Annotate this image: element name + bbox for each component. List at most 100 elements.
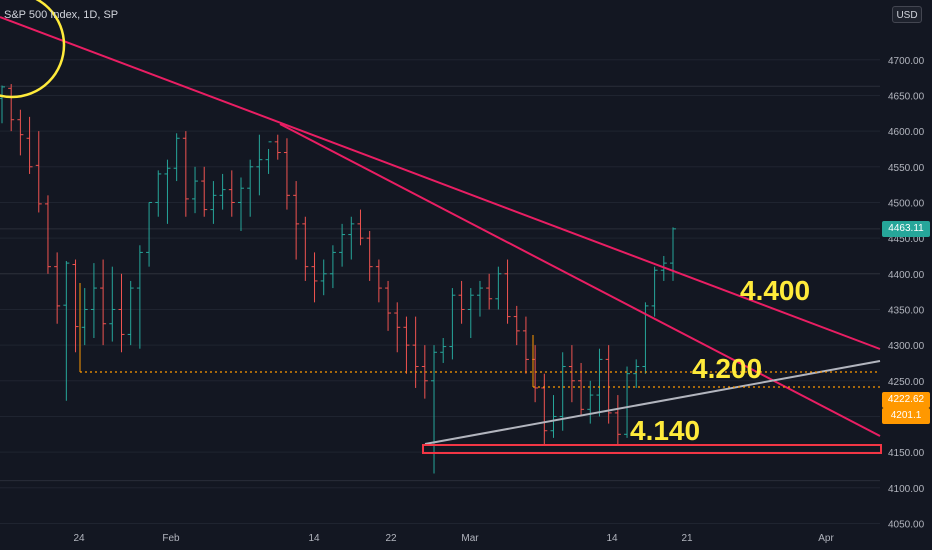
y-tick-label: 4550.00 (888, 163, 925, 174)
ohlc-bar (651, 266, 658, 317)
x-tick-label: 22 (385, 533, 397, 544)
dotted-level-a-tag: 4222.62 (882, 392, 930, 409)
ohlc-bar (17, 109, 24, 156)
ohlc-bar (283, 138, 290, 210)
ohlc-bar (375, 259, 382, 303)
y-tick-label: 4350.00 (888, 305, 925, 316)
y-tick-label: 4250.00 (888, 377, 925, 388)
ohlc-bar (265, 141, 272, 174)
annotation-label[interactable]: 4.400 (740, 275, 810, 306)
ohlc-bar (522, 316, 529, 374)
y-tick-label: 4600.00 (888, 127, 925, 138)
ohlc-bar (136, 245, 143, 349)
ohlc-bar (274, 134, 281, 160)
ohlc-bar (670, 227, 676, 281)
chart-title: S&P 500 Index, 1D, SP (4, 9, 119, 21)
ohlc-bar (164, 159, 171, 224)
x-axis[interactable]: 24 Feb 14 22 Mar 14 21 Apr (73, 533, 834, 544)
ohlc-bar (173, 133, 180, 182)
ohlc-bar (495, 266, 502, 310)
ohlc-bar (35, 131, 42, 213)
ohlc-bar (90, 263, 97, 338)
y-tick-label: 4150.00 (888, 448, 925, 459)
ohlc-bar (467, 288, 474, 338)
y-tick-label: 4500.00 (888, 198, 925, 209)
ohlc-bar (118, 273, 125, 353)
ohlc-bar (504, 259, 511, 324)
ohlc-bar (26, 116, 33, 174)
currency-button[interactable]: USD (892, 6, 922, 23)
x-tick-label: 24 (73, 533, 85, 544)
ohlc-bar (247, 159, 254, 217)
ohlc-bar (339, 223, 346, 267)
ohlc-bar (201, 166, 208, 217)
ohlc-bar (596, 348, 603, 417)
ohlc-bar (614, 395, 621, 445)
ohlc-bars (0, 84, 676, 474)
ohlc-bar (54, 252, 61, 324)
ohlc-bar (587, 380, 594, 424)
ohlc-bar (109, 266, 116, 342)
ohlc-bar (219, 173, 226, 210)
ohlc-bar (568, 345, 575, 403)
ohlc-bar (210, 181, 217, 224)
ohlc-bar (633, 359, 640, 388)
x-tick-label: Apr (818, 533, 834, 544)
ohlc-bar (550, 395, 557, 438)
ohlc-bar (348, 216, 355, 260)
ohlc-bar (192, 166, 199, 214)
x-tick-label: 21 (681, 533, 693, 544)
annotation-label[interactable]: 4.140 (630, 415, 700, 446)
ohlc-bar (320, 259, 327, 296)
ohlc-bar (486, 273, 493, 310)
ohlc-bar (256, 134, 263, 196)
y-tick-label: 4400.00 (888, 270, 925, 281)
x-tick-label: Feb (162, 533, 180, 544)
ohlc-bar (228, 170, 235, 217)
ohlc-bar (329, 245, 336, 289)
y-tick-label: 4650.00 (888, 91, 925, 102)
ohlc-bar (357, 209, 364, 246)
trendline-upper[interactable] (0, 16, 881, 350)
ohlc-bar (541, 373, 548, 445)
y-tick-label: 4050.00 (888, 519, 925, 530)
ohlc-bar (412, 316, 419, 388)
ohlc-bar (127, 280, 134, 346)
ohlc-bar (421, 345, 428, 399)
ohlc-bar (366, 231, 373, 281)
ohlc-bar (311, 252, 318, 303)
support-zone[interactable] (422, 444, 882, 454)
drawings (0, 0, 882, 454)
ohlc-bar (513, 305, 520, 346)
y-tick-label: 4300.00 (888, 341, 925, 352)
ohlc-bar (403, 316, 410, 374)
trendline-lower[interactable] (279, 123, 881, 437)
last-price-tag: 4463.11 (882, 220, 930, 237)
support-line[interactable] (424, 360, 881, 445)
annotations: 4.400 4.200 4.140 (630, 275, 810, 446)
ohlc-bar (146, 201, 153, 267)
ohlc-bar (476, 280, 483, 317)
y-tick-label: 4450.00 (888, 234, 925, 245)
x-tick-label: Mar (461, 533, 479, 544)
y-tick-label: 4700.00 (888, 56, 925, 67)
ohlc-bar (63, 260, 70, 401)
highlight-circle[interactable] (0, 0, 66, 99)
ohlc-bar (100, 259, 107, 346)
ohlc-bar (449, 288, 456, 360)
annotation-label[interactable]: 4.200 (692, 353, 762, 384)
ohlc-bar (155, 170, 162, 217)
ohlc-bar (385, 280, 392, 331)
ohlc-bar (458, 280, 465, 324)
ohlc-bar (293, 181, 300, 260)
ohlc-bar (440, 338, 447, 363)
ohlc-bar (559, 352, 566, 431)
x-tick-label: 14 (606, 533, 618, 544)
ohlc-bar (8, 84, 15, 132)
y-tick-label: 4100.00 (888, 484, 925, 495)
ohlc-bar (394, 302, 401, 353)
ohlc-bar (72, 259, 79, 353)
ohlc-bar (302, 216, 309, 281)
